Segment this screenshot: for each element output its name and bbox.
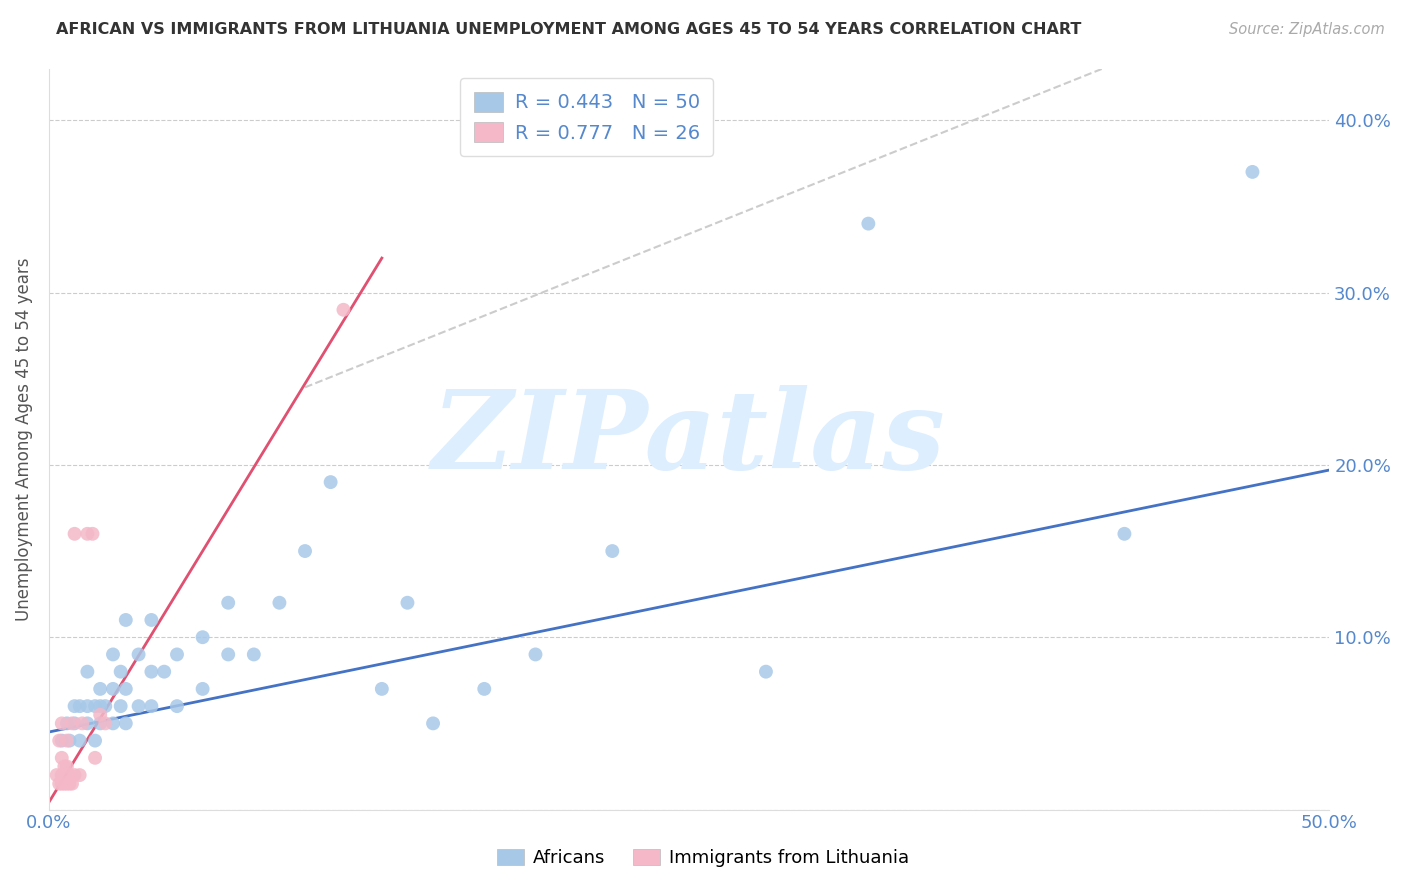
Point [89,707,111,722]
Point [51,733,73,747]
Point [58,733,80,747]
Legend: Africans, Immigrants from Lithuania: Africans, Immigrants from Lithuania [489,841,917,874]
Point [128,648,150,662]
Point [319,475,342,489]
Point [89,699,111,714]
Point [82,526,104,541]
Point [217,596,239,610]
Point [396,596,419,610]
Point [1114,526,1136,541]
Point [110,699,132,714]
Point [166,648,188,662]
Point [51,751,73,765]
Point [217,648,239,662]
Point [69,699,91,714]
Point [755,665,778,679]
Point [58,777,80,791]
Point [48,777,70,791]
Point [63,526,86,541]
Point [472,681,495,696]
Point [53,777,76,791]
Point [84,733,107,747]
Text: ZIPatlas: ZIPatlas [432,385,946,492]
Point [89,716,111,731]
Point [114,681,136,696]
Point [60,777,83,791]
Point [114,613,136,627]
Y-axis label: Unemployment Among Ages 45 to 54 years: Unemployment Among Ages 45 to 54 years [15,257,32,621]
Point [76,526,98,541]
Point [60,716,83,731]
Point [269,596,291,610]
Point [153,665,176,679]
Point [76,716,98,731]
Point [110,665,132,679]
Point [600,544,623,558]
Point [332,302,354,317]
Point [128,699,150,714]
Point [524,648,547,662]
Point [141,699,163,714]
Point [69,733,91,747]
Point [89,681,111,696]
Point [63,716,86,731]
Point [101,648,124,662]
Point [94,699,117,714]
Point [56,716,79,731]
Point [1241,165,1264,179]
Point [101,681,124,696]
Point [58,768,80,782]
Point [63,768,86,782]
Point [51,716,73,731]
Point [166,699,188,714]
Point [858,217,880,231]
Text: AFRICAN VS IMMIGRANTS FROM LITHUANIA UNEMPLOYMENT AMONG AGES 45 TO 54 YEARS CORR: AFRICAN VS IMMIGRANTS FROM LITHUANIA UNE… [56,22,1081,37]
Point [51,768,73,782]
Point [191,681,214,696]
Point [141,613,163,627]
Point [56,759,79,773]
Point [94,716,117,731]
Point [63,699,86,714]
Point [56,777,79,791]
Legend: R = 0.443   N = 50, R = 0.777   N = 26: R = 0.443 N = 50, R = 0.777 N = 26 [460,78,713,156]
Point [76,699,98,714]
Point [101,716,124,731]
Point [84,699,107,714]
Point [191,630,214,644]
Point [371,681,394,696]
Point [76,665,98,679]
Point [69,768,91,782]
Point [294,544,316,558]
Point [422,716,444,731]
Point [84,751,107,765]
Point [243,648,266,662]
Point [114,716,136,731]
Point [48,733,70,747]
Point [53,759,76,773]
Point [72,716,94,731]
Point [51,777,73,791]
Text: Source: ZipAtlas.com: Source: ZipAtlas.com [1229,22,1385,37]
Point [141,665,163,679]
Point [56,733,79,747]
Point [45,768,67,782]
